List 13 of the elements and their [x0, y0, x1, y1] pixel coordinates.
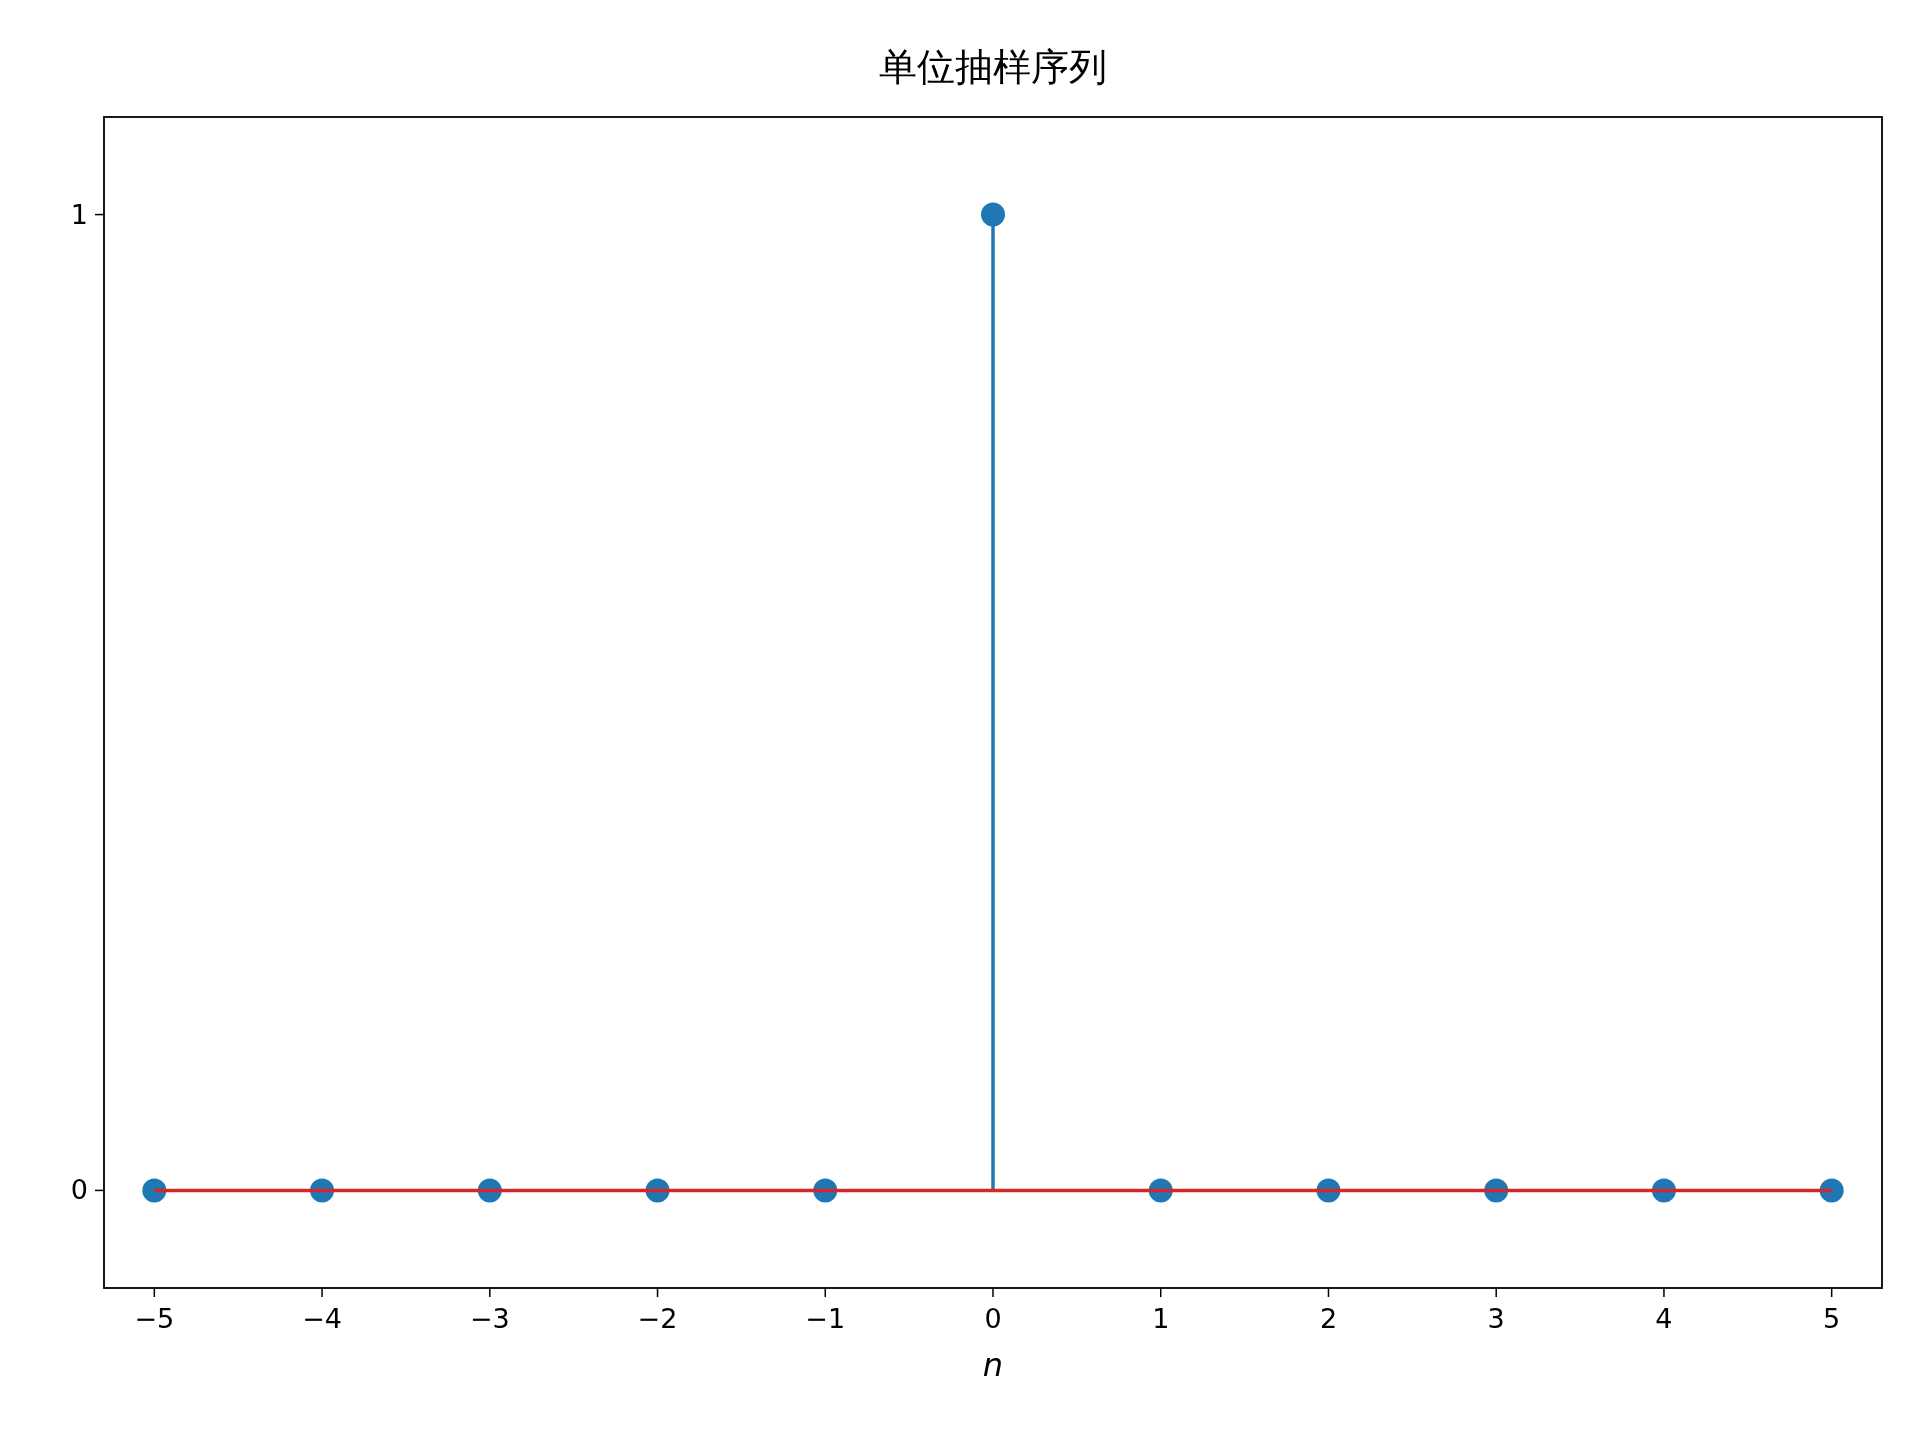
x-tick-label: −3	[469, 1303, 510, 1334]
chart-title: 单位抽样序列	[879, 45, 1107, 89]
x-tick-label: 1	[1152, 1303, 1170, 1334]
x-tick-label: −5	[134, 1303, 175, 1334]
x-tick-label: −2	[637, 1303, 678, 1334]
x-tick-label: 4	[1655, 1303, 1673, 1334]
x-tick-label: −4	[302, 1303, 342, 1334]
x-tick-label: 3	[1487, 1303, 1505, 1334]
x-tick-label: 5	[1823, 1303, 1841, 1334]
x-tick-label: −1	[805, 1303, 846, 1334]
x-tick-label: 2	[1319, 1303, 1338, 1334]
x-axis-title: n	[982, 1346, 1004, 1384]
x-tick-label: 0	[984, 1303, 1002, 1334]
